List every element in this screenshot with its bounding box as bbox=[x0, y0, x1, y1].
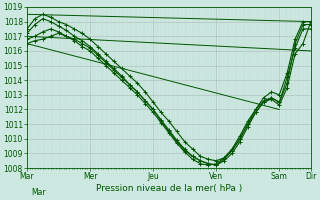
X-axis label: Pression niveau de la mer( hPa ): Pression niveau de la mer( hPa ) bbox=[96, 184, 242, 193]
Text: Mar: Mar bbox=[31, 188, 46, 197]
